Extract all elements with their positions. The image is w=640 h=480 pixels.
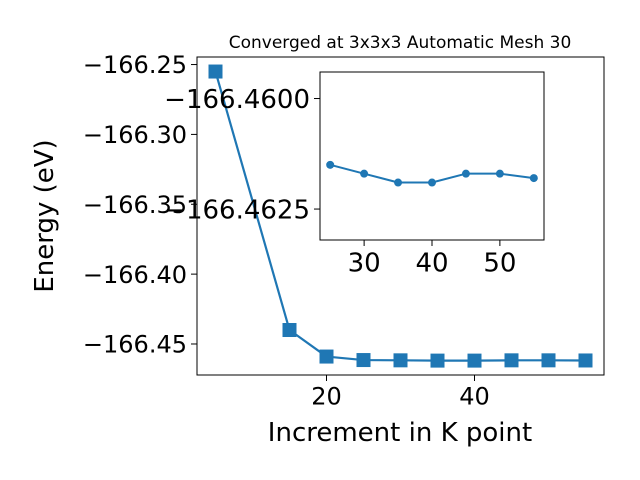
main-data-point bbox=[541, 353, 556, 368]
y-axis-label: Energy (eV) bbox=[30, 139, 60, 292]
main-y-tick-label: −166.30 bbox=[83, 121, 187, 149]
main-axes: Converged at 3x3x3 Automatic Mesh 30 −16… bbox=[30, 33, 605, 448]
inset-y-tick-label: −166.4600 bbox=[164, 85, 310, 115]
inset-x-ticks: 30 40 50 bbox=[348, 240, 516, 278]
main-data-point bbox=[319, 349, 334, 364]
chart-title: Converged at 3x3x3 Automatic Mesh 30 bbox=[229, 33, 572, 53]
main-x-tick-label: 20 bbox=[311, 383, 342, 411]
inset-data-point bbox=[428, 178, 436, 187]
main-data-point bbox=[393, 353, 408, 368]
main-data-point bbox=[430, 353, 445, 368]
main-y-ticks: −166.25 −166.30 −166.35 −166.40 −166.45 bbox=[83, 51, 197, 359]
main-data-point bbox=[578, 353, 593, 368]
main-y-tick-label: −166.40 bbox=[83, 261, 187, 289]
inset-y-tick-label: −166.4625 bbox=[164, 195, 310, 225]
x-axis-label: Increment in K point bbox=[268, 418, 532, 448]
inset-data-point bbox=[360, 169, 369, 178]
main-data-point bbox=[208, 64, 223, 79]
inset-x-tick-label: 40 bbox=[415, 248, 448, 278]
main-y-tick-label: −166.25 bbox=[83, 51, 187, 79]
inset-data-point bbox=[326, 160, 335, 169]
main-y-tick-label: −166.35 bbox=[83, 191, 187, 219]
inset-data-point bbox=[394, 178, 403, 187]
inset-x-tick-label: 50 bbox=[483, 248, 516, 278]
main-data-point bbox=[467, 353, 482, 368]
inset-axes: −166.4625 −166.4600 30 40 50 bbox=[164, 71, 545, 278]
inset-data-point bbox=[461, 169, 470, 178]
inset-plot-frame bbox=[319, 71, 545, 241]
inset-data-point bbox=[529, 174, 538, 183]
main-series-line bbox=[214, 71, 586, 362]
inset-series bbox=[326, 160, 538, 187]
main-plot-frame bbox=[196, 56, 605, 376]
main-data-point bbox=[282, 323, 297, 338]
main-x-ticks: 20 40 bbox=[311, 375, 490, 411]
main-data-point bbox=[504, 353, 519, 368]
inset-y-ticks: −166.4625 −166.4600 bbox=[164, 85, 320, 225]
main-x-tick-label: 40 bbox=[459, 383, 490, 411]
main-series bbox=[208, 64, 593, 368]
inset-x-tick-label: 30 bbox=[348, 248, 381, 278]
inset-data-point bbox=[495, 169, 504, 178]
inset-background bbox=[320, 72, 544, 240]
main-data-point bbox=[356, 353, 371, 368]
main-y-tick-label: −166.45 bbox=[83, 331, 187, 359]
